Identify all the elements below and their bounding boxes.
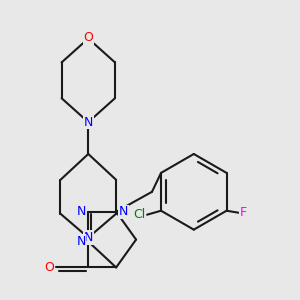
Text: O: O (83, 31, 93, 44)
Text: N: N (76, 205, 86, 218)
Text: N: N (84, 116, 93, 129)
Text: N: N (84, 231, 93, 244)
Text: N: N (76, 235, 86, 248)
Text: N: N (118, 205, 128, 218)
Text: O: O (44, 261, 54, 274)
Text: F: F (240, 206, 247, 219)
Text: Cl: Cl (133, 208, 145, 221)
